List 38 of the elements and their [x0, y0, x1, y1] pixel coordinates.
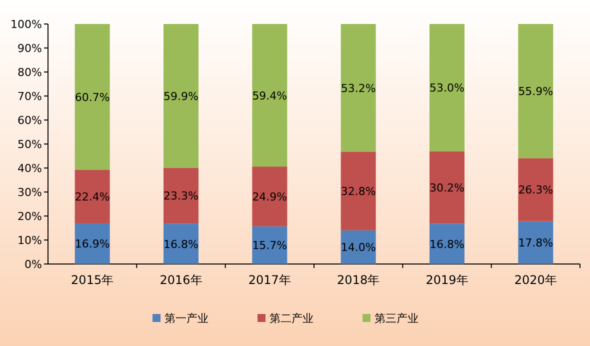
- data-label: 17.8%: [518, 236, 554, 250]
- y-tick-label: 20%: [18, 210, 42, 223]
- x-tick-label: 2018年: [337, 273, 380, 287]
- y-tick-label: 50%: [18, 138, 42, 151]
- data-label: 55.9%: [518, 85, 554, 98]
- x-tick-label: 2017年: [248, 273, 291, 287]
- y-tick-label: 10%: [18, 234, 42, 247]
- y-tick-label: 70%: [18, 90, 42, 103]
- y-tick-label: 90%: [18, 42, 42, 55]
- x-tick-label: 2020年: [514, 273, 557, 287]
- x-tick-label: 2015年: [71, 273, 114, 287]
- data-label: 16.8%: [430, 238, 464, 251]
- y-tick-label: 40%: [18, 162, 42, 175]
- data-label: 59.4%: [252, 89, 288, 102]
- x-tick-label: 2019年: [426, 273, 468, 287]
- y-tick-label: 30%: [18, 186, 42, 199]
- data-label: 59.9%: [164, 90, 198, 103]
- y-tick-label: 60%: [18, 114, 42, 127]
- data-label: 24.9%: [252, 190, 288, 204]
- y-tick-label: 100%: [10, 18, 42, 31]
- data-label: 26.3%: [518, 184, 554, 197]
- data-label: 32.8%: [340, 185, 376, 198]
- y-tick-label: 80%: [18, 66, 42, 79]
- data-label: 14.0%: [340, 241, 376, 254]
- legend-label: 第三产业: [374, 312, 418, 325]
- data-label: 53.0%: [430, 82, 464, 95]
- y-tick-label: 0%: [24, 258, 42, 271]
- data-label: 60.7%: [74, 90, 110, 104]
- data-label: 22.4%: [74, 190, 110, 204]
- data-label: 53.2%: [340, 82, 376, 95]
- legend-label: 第一产业: [164, 312, 208, 325]
- data-label: 30.2%: [430, 181, 464, 194]
- data-label: 16.8%: [164, 238, 198, 251]
- legend-label: 第二产业: [270, 312, 314, 325]
- data-label: 15.7%: [252, 239, 288, 252]
- data-label: 16.9%: [74, 238, 110, 251]
- x-tick-label: 2016年: [160, 273, 202, 287]
- data-label: 23.3%: [164, 190, 198, 203]
